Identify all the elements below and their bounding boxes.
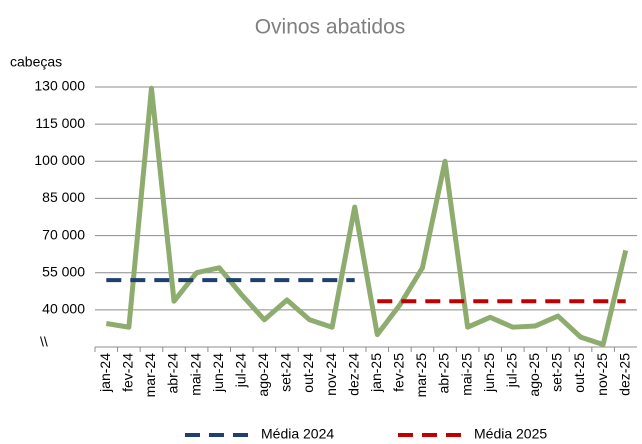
x-tick-label: mai-25 xyxy=(458,353,474,396)
y-tick-label: 85 000 xyxy=(42,189,85,205)
y-tick-label: 70 000 xyxy=(42,226,85,242)
x-tick-label: jun-24 xyxy=(210,353,226,393)
x-tick-label: fev-24 xyxy=(120,353,136,392)
y-tick-label: 55 000 xyxy=(42,263,85,279)
x-tick-label: ago-25 xyxy=(526,353,542,397)
x-tick-label: mar-25 xyxy=(413,353,429,398)
x-tick-label: dez-25 xyxy=(616,353,632,396)
x-tick-label: jun-25 xyxy=(481,353,497,393)
x-tick-label: nov-25 xyxy=(594,353,610,396)
x-tick-label: nov-24 xyxy=(323,353,339,396)
y-tick-label: 130 000 xyxy=(34,78,85,94)
x-tick-label: out-25 xyxy=(571,353,587,393)
x-tick-label: dez-24 xyxy=(345,353,361,396)
x-tick-label: set-25 xyxy=(549,353,565,392)
x-tick-label: ago-24 xyxy=(255,353,271,397)
x-tick-label: mai-24 xyxy=(187,353,203,396)
x-tick-label: jan-24 xyxy=(97,353,113,393)
chart-title: Ovinos abatidos xyxy=(255,16,406,39)
x-tick-label: jul-25 xyxy=(503,353,519,388)
legend-label: Média 2024 xyxy=(261,426,334,442)
y-tick-label: 100 000 xyxy=(34,152,85,168)
legend-label: Média 2025 xyxy=(474,426,547,442)
x-tick-label: jan-25 xyxy=(368,353,384,393)
x-tick-label: out-24 xyxy=(300,353,316,393)
axis-break: \\ xyxy=(40,334,48,350)
x-tick-label: mar-24 xyxy=(142,353,158,398)
data-line xyxy=(105,85,629,348)
x-tick-label: abr-25 xyxy=(436,353,452,394)
y-tick-label: 115 000 xyxy=(35,115,85,131)
x-tick-label: set-24 xyxy=(278,353,294,392)
y-tick-label: 40 000 xyxy=(42,301,85,317)
x-tick-label: abr-24 xyxy=(165,353,181,394)
x-tick-label: fev-25 xyxy=(391,353,407,392)
x-tick-label: jul-24 xyxy=(232,353,248,388)
y-axis-label: cabeças xyxy=(10,54,62,70)
